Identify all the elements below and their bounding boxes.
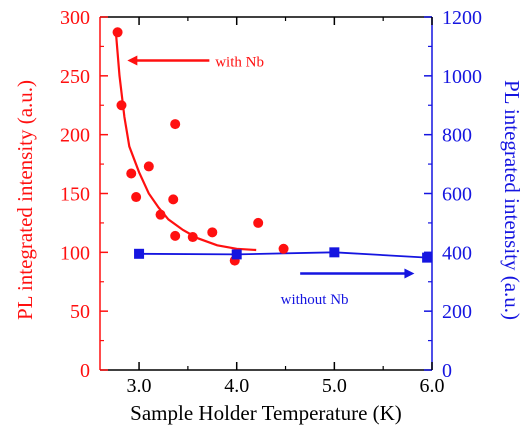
right-y-tick-label: 800	[442, 125, 472, 147]
without-nb-point	[231, 249, 242, 260]
x-tick-label: 4.0	[224, 375, 249, 397]
right-y-tick-label: 1000	[442, 66, 482, 88]
with-nb-arrowhead	[127, 55, 138, 66]
with-nb-point	[207, 227, 218, 238]
left-y-tick-label: 300	[60, 7, 90, 29]
right-y-tick-label: 1200	[442, 7, 482, 29]
with-nb-point	[116, 100, 127, 111]
with-nb-point	[143, 161, 154, 172]
left-y-axis-title: PL integrated intensity (a.u.)	[13, 80, 37, 320]
without-nb-point	[329, 247, 340, 258]
with-nb-point	[168, 194, 179, 205]
left-y-tick-label: 0	[80, 360, 90, 382]
with-nb-point	[170, 119, 181, 130]
left-y-tick-label: 200	[60, 125, 90, 147]
right-y-tick-label: 0	[442, 360, 452, 382]
x-axis-title: Sample Holder Temperature (K)	[130, 401, 402, 425]
with-nb-point	[112, 27, 123, 38]
right-y-tick-label: 600	[442, 184, 472, 206]
left-y-tick-label: 250	[60, 66, 90, 88]
without-nb-arrowhead	[404, 268, 415, 279]
with-nb-label: with Nb	[215, 55, 264, 71]
x-tick-label: 3.0	[127, 375, 152, 397]
left-y-tick-label: 50	[70, 301, 90, 323]
left-y-tick-label: 150	[60, 184, 90, 206]
right-y-axis-title: PL integrated intensity (a.u.)	[500, 80, 524, 320]
with-nb-point	[278, 243, 289, 254]
with-nb-point	[253, 217, 264, 228]
without-nb-point	[422, 252, 433, 263]
with-nb-point	[187, 232, 198, 243]
with-nb-fit-curve	[114, 28, 257, 252]
with-nb-point	[126, 168, 137, 179]
without-nb-point	[134, 248, 145, 259]
without-nb-label: without Nb	[281, 292, 349, 308]
left-y-tick-label: 100	[60, 242, 90, 264]
right-y-tick-label: 200	[442, 301, 472, 323]
x-tick-label: 6.0	[420, 375, 445, 397]
right-y-tick-label: 400	[442, 242, 472, 264]
with-nb-point	[170, 230, 181, 241]
with-nb-point	[131, 192, 142, 203]
with-nb-point	[155, 209, 166, 220]
x-tick-label: 5.0	[322, 375, 347, 397]
